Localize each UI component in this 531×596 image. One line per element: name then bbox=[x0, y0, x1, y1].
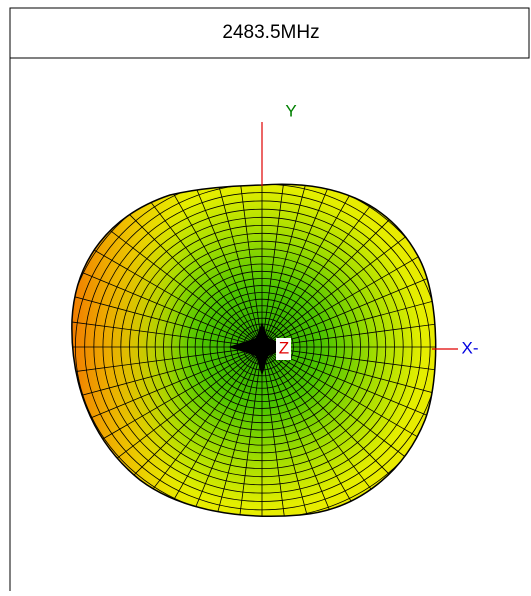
pattern-view: 2483.5MHz Y X- Z bbox=[0, 0, 531, 591]
x-axis-label: X- bbox=[462, 338, 479, 357]
z-axis-label: Z bbox=[279, 338, 289, 357]
frame-title: 2483.5MHz bbox=[222, 22, 319, 43]
y-axis-label: Y bbox=[285, 101, 296, 120]
